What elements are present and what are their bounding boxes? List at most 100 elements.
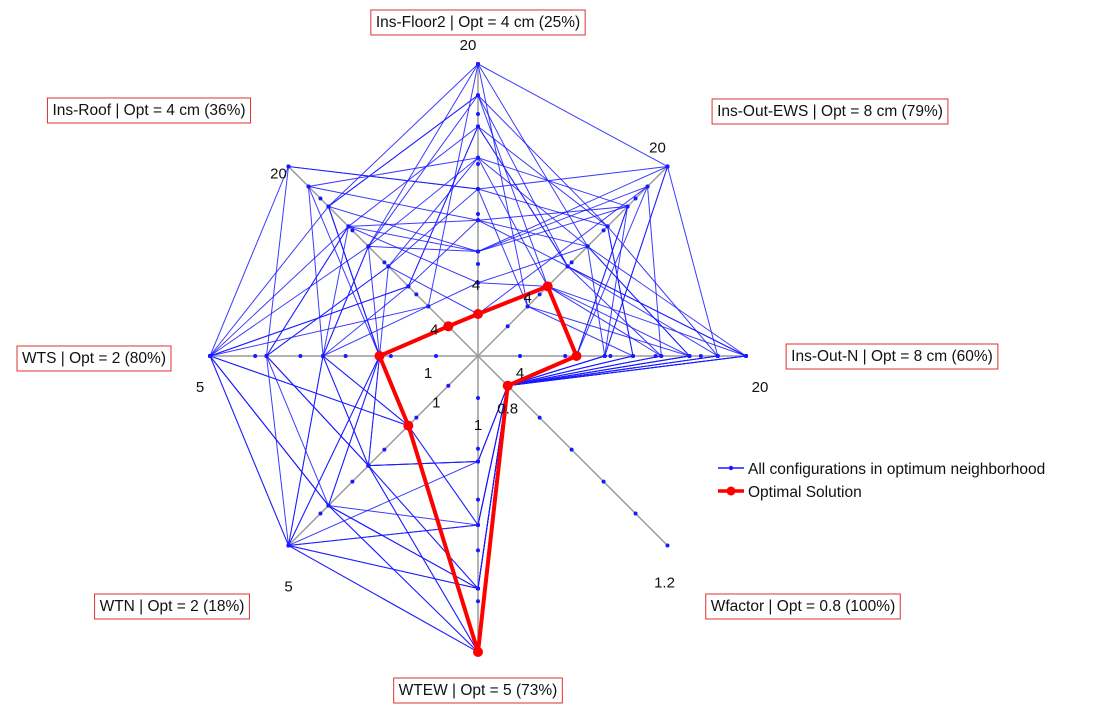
- optimal-point-1: [542, 281, 553, 292]
- axis-marker: [476, 112, 480, 116]
- configuration-point: [321, 354, 325, 358]
- axis-marker: [563, 354, 568, 358]
- axis-marker: [476, 497, 480, 502]
- configuration-point: [426, 304, 431, 309]
- optimal-point-5: [403, 420, 414, 431]
- configuration-point: [659, 354, 664, 358]
- configuration-point: [366, 463, 371, 468]
- axis-marker: [253, 354, 258, 358]
- optimal-point-2: [571, 351, 582, 361]
- tick-min-3: 0.8: [497, 401, 518, 418]
- axis-marker: [414, 415, 419, 420]
- axis-marker: [698, 354, 703, 358]
- axis-marker: [476, 548, 480, 553]
- configuration-point: [476, 62, 480, 66]
- axis-marker: [382, 260, 387, 265]
- axis-label-box: [711, 98, 949, 125]
- tick-min-5: 1: [432, 395, 440, 412]
- axis-marker: [446, 383, 451, 388]
- axis-label-box: [46, 97, 252, 124]
- axis-label-text: Ins-Roof | Opt = 4 cm (36%): [52, 102, 245, 119]
- configuration-point: [476, 459, 480, 464]
- legend: All configurations in optimum neighborho…: [718, 461, 1045, 501]
- configuration-point: [476, 124, 480, 129]
- configuration-point: [476, 586, 480, 591]
- axis-label-text: WTEW | Opt = 5 (73%): [399, 682, 558, 699]
- configuration-point: [476, 187, 480, 191]
- configuration-point: [665, 164, 670, 169]
- tick-max-6: 5: [196, 379, 204, 396]
- optimal-point-7: [443, 321, 454, 332]
- tick-max-2: 20: [752, 379, 769, 396]
- axis-label-1: Ins-Out-EWS | Opt = 8 cm (79%): [711, 98, 949, 125]
- axis-label-3: Wfactor | Opt = 0.8 (100%): [705, 593, 901, 620]
- configuration-point: [406, 284, 411, 289]
- configuration-point: [631, 354, 635, 358]
- tick-max-3: 1.2: [654, 575, 675, 592]
- configuration-point: [326, 503, 331, 508]
- legend-all-config-marker: [728, 465, 734, 471]
- axis-marker: [298, 354, 303, 358]
- configuration-point: [476, 249, 480, 254]
- axis-marker: [569, 447, 574, 452]
- configuration-polygon-16: [322, 62, 606, 527]
- configuration-polygon-13: [307, 185, 748, 654]
- axes-layer: [208, 62, 748, 654]
- axis-marker: [518, 354, 522, 358]
- configuration-point: [264, 354, 269, 358]
- optimal-point-4: [473, 647, 483, 657]
- configuration-point: [476, 218, 480, 223]
- axis-marker: [569, 260, 574, 265]
- axis-marker: [343, 354, 348, 358]
- axis-marker: [665, 543, 670, 548]
- configuration-point: [744, 354, 748, 358]
- legend-optimal-label: Optimal Solution: [748, 484, 862, 501]
- axis-label-box: [370, 9, 586, 36]
- optimal-point-6: [374, 351, 385, 361]
- axis-label-text: Ins-Out-N | Opt = 8 cm (60%): [791, 348, 993, 365]
- configuration-point: [476, 280, 480, 285]
- configuration-point: [585, 244, 590, 249]
- axis-marker: [476, 212, 480, 216]
- axis-label-0: Ins-Floor2 | Opt = 4 cm (25%): [370, 9, 586, 36]
- axis-marker: [633, 511, 638, 516]
- tick-max-1: 20: [649, 139, 666, 156]
- axis-marker: [350, 228, 355, 233]
- axis-marker: [601, 479, 606, 484]
- axis-label-7: Ins-Roof | Opt = 4 cm (36%): [46, 97, 252, 124]
- configuration-point: [525, 304, 530, 309]
- configuration-point: [386, 264, 391, 269]
- tick-max-5: 5: [284, 579, 292, 596]
- tick-min-4: 1: [474, 417, 482, 434]
- configuration-point: [602, 354, 607, 358]
- tick-max-0: 20: [460, 37, 477, 54]
- axis-marker: [318, 511, 323, 516]
- legend-all-config-label: All configurations in optimum neighborho…: [748, 461, 1045, 478]
- axis-marker: [505, 324, 510, 329]
- axis-label-text: Wfactor | Opt = 0.8 (100%): [711, 598, 896, 615]
- tick-min-0: 4: [472, 277, 480, 294]
- axis-label-2: Ins-Out-N | Opt = 8 cm (60%): [785, 343, 999, 370]
- configuration-point: [346, 224, 351, 229]
- optimal-point-3: [502, 380, 513, 391]
- configuration-point: [366, 244, 371, 249]
- axis-marker: [633, 196, 638, 201]
- configuration-point: [565, 264, 570, 269]
- axis-label-box: [16, 345, 172, 372]
- axis-label-box: [393, 677, 563, 704]
- axis-marker: [434, 354, 438, 358]
- axis-labels-layer: Ins-Floor2 | Opt = 4 cm (25%) Ins-Out-EWS…: [16, 9, 999, 704]
- axis-marker: [318, 196, 323, 201]
- axis-marker: [476, 599, 480, 604]
- axis-label-5: WTN | Opt = 2 (18%): [94, 593, 250, 620]
- axis-marker: [537, 415, 542, 420]
- axis-marker: [476, 396, 480, 400]
- axis-marker: [350, 479, 355, 484]
- axis-marker: [414, 292, 419, 297]
- configuration-point: [306, 184, 311, 189]
- tick-min-7: 4: [430, 321, 438, 338]
- configuration-point: [645, 184, 650, 189]
- axis-label-box: [94, 593, 250, 620]
